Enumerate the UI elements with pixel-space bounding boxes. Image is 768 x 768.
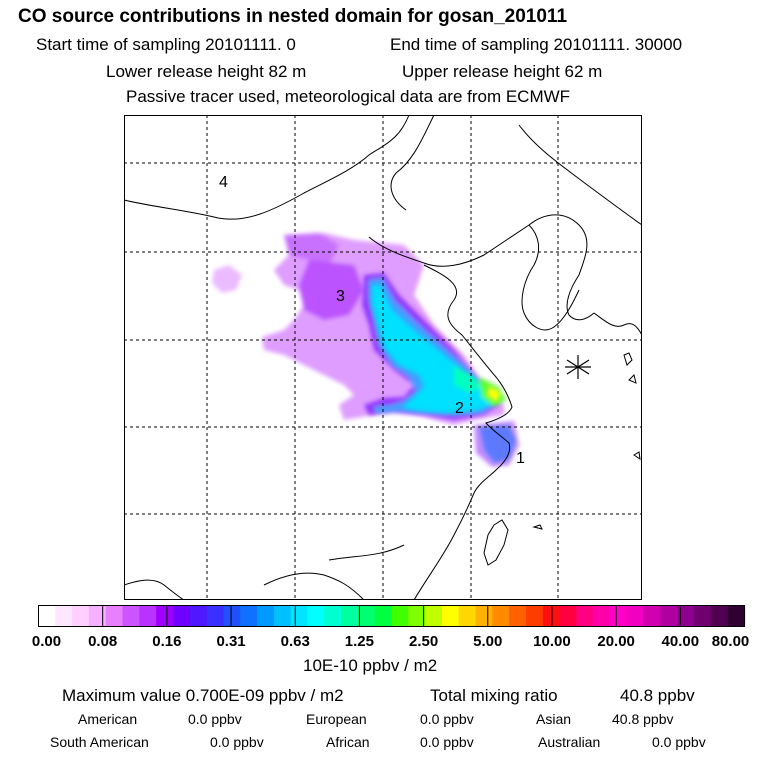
legend-swatch xyxy=(391,605,409,627)
legend-swatch xyxy=(727,605,746,627)
tracer-info: Passive tracer used, meteorological data… xyxy=(126,87,571,106)
sampling-end: End time of sampling 20101111. 30000 xyxy=(390,35,683,54)
plume-core xyxy=(372,285,519,467)
legend-tick-label: 0.08 xyxy=(88,633,117,650)
legend-swatch xyxy=(38,605,56,627)
legend-tick-label: 80.00 xyxy=(712,633,750,650)
legend-swatch xyxy=(677,605,695,627)
grid-lines xyxy=(124,115,642,600)
legend-swatch xyxy=(290,605,309,627)
region-african-value: 0.0 ppbv xyxy=(420,734,474,750)
region-label-1: 1 xyxy=(516,450,525,467)
legend-tick-label: 0.63 xyxy=(281,633,310,650)
legend-swatch xyxy=(593,605,611,627)
region-label-2: 2 xyxy=(455,400,464,417)
region-australian-value: 0.0 ppbv xyxy=(652,734,706,750)
legend-swatch xyxy=(559,605,578,627)
sampling-start: Start time of sampling 20101111. 0 xyxy=(36,35,296,54)
legend-swatch xyxy=(643,605,662,627)
legend-swatch xyxy=(273,605,292,627)
legend-swatch xyxy=(525,605,544,627)
legend-tick-label: 0.00 xyxy=(32,633,61,650)
legend-swatch xyxy=(576,605,594,627)
page-title: CO source contributions in nested domain… xyxy=(18,6,568,27)
legend-swatch xyxy=(324,605,342,627)
legend-swatch xyxy=(341,605,359,627)
legend-swatch xyxy=(357,605,376,627)
legend-swatch xyxy=(189,605,208,627)
lower-release-height: Lower release height 82 m xyxy=(106,62,307,81)
legend-swatch xyxy=(425,605,443,627)
region-label-3: 3 xyxy=(336,288,345,305)
region-australian-name: Australian xyxy=(538,734,601,750)
legend-tick-label: 20.00 xyxy=(597,633,635,650)
legend-swatch xyxy=(626,605,645,627)
legend-swatch xyxy=(172,605,191,627)
max-value: Maximum value 0.700E-09 ppbv / m2 xyxy=(62,686,344,705)
legend-swatch xyxy=(206,605,225,627)
legend-swatch xyxy=(492,605,510,627)
legend-tick-label: 2.50 xyxy=(409,633,438,650)
receptor-marker-icon xyxy=(565,355,591,379)
region-african-name: African xyxy=(326,734,370,750)
upper-release-height: Upper release height 62 m xyxy=(402,62,603,81)
legend-tick-label: 40.00 xyxy=(662,633,700,650)
legend-tick-label: 0.16 xyxy=(152,633,181,650)
region-asian-name: Asian xyxy=(536,711,572,727)
legend-swatch xyxy=(122,605,140,627)
legend-tick-label: 1.25 xyxy=(345,633,374,650)
legend-swatch xyxy=(55,605,73,627)
legend-swatch xyxy=(475,605,493,627)
legend-swatch xyxy=(139,605,157,627)
legend-swatch xyxy=(694,605,712,627)
region-european-name: European xyxy=(306,711,367,727)
region-south-american-name: South American xyxy=(50,734,149,750)
legend-tick-label: 10.00 xyxy=(533,633,571,650)
legend-tick-label: 0.31 xyxy=(216,633,245,650)
legend-swatch xyxy=(105,605,124,627)
legend-swatch xyxy=(458,605,477,627)
total-mixing-label: Total mixing ratio xyxy=(430,686,558,705)
legend-swatch xyxy=(710,605,729,627)
region-south-american-value: 0.0 ppbv xyxy=(210,734,264,750)
total-mixing-value: 40.8 ppbv xyxy=(620,686,695,705)
legend-swatch xyxy=(257,605,275,627)
region-american-value: 0.0 ppbv xyxy=(188,711,242,727)
legend-swatch xyxy=(660,605,678,627)
legend-swatch xyxy=(240,605,258,627)
legend-swatch xyxy=(88,605,107,627)
region-american-name: American xyxy=(78,711,138,727)
legend-units: 10E-10 ppbv / m2 xyxy=(303,656,438,675)
legend-swatch xyxy=(509,605,527,627)
legend-swatch xyxy=(223,605,241,627)
legend-swatch xyxy=(408,605,426,627)
legend-swatch xyxy=(441,605,460,627)
legend-swatch xyxy=(307,605,325,627)
map-panel: 1 2 3 4 xyxy=(124,115,642,600)
legend-swatch xyxy=(156,605,174,627)
legend-swatch xyxy=(72,605,90,627)
legend-swatch xyxy=(610,605,628,627)
legend-tick-label: 5.00 xyxy=(473,633,502,650)
region-european-value: 0.0 ppbv xyxy=(420,711,474,727)
legend-swatch xyxy=(374,605,393,627)
color-legend: 0.00 0.08 0.16 0.31 0.63 1.25 2.50 5.00 10.00 20.… xyxy=(32,605,750,650)
region-label-4: 4 xyxy=(219,174,228,191)
region-asian-value: 40.8 ppbv xyxy=(612,711,674,727)
